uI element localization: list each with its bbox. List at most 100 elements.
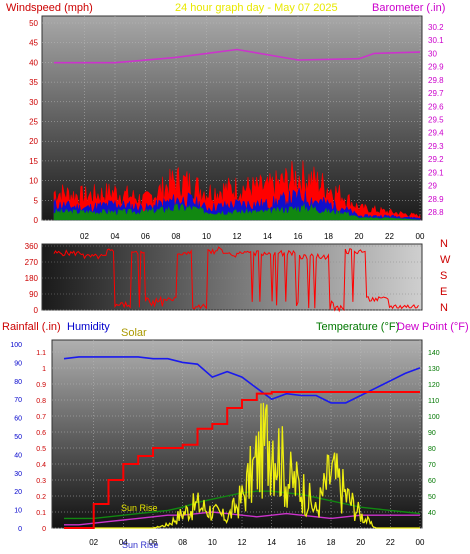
direction-y-tick: 90 <box>29 290 38 299</box>
solar-title: Solar <box>121 327 147 339</box>
wind-y-tick: 35 <box>29 78 38 87</box>
wind-y-tick: 45 <box>29 39 38 48</box>
rain-x-axis-ticks: 02 04 06 08 10 12 14 16 18 20 22 00 <box>89 538 425 547</box>
humidity-y-tick: 70 <box>14 397 22 404</box>
date-title: 24 hour graph day - May 07 2025 <box>175 2 338 14</box>
wind-y-tick: 10 <box>29 177 38 186</box>
rain-y-tick: 0.9 <box>36 382 46 389</box>
direction-y-tick: 270 <box>25 258 39 267</box>
direction-line <box>53 246 419 313</box>
wind-low-area <box>53 202 421 221</box>
baro-y-tick: 29.8 <box>428 76 444 85</box>
rain-y-tick: 0.7 <box>36 414 46 421</box>
wind-x-tick: 14 <box>263 232 272 241</box>
rain-x-tick: 16 <box>297 538 306 547</box>
rain-title: Rainfall (.in) <box>2 321 61 333</box>
baro-y-tick: 29.2 <box>428 155 444 164</box>
humidity-y-tick: 0 <box>18 526 22 533</box>
direction-y-tick: 360 <box>25 242 39 251</box>
rain-x-tick: 18 <box>327 538 336 547</box>
rain-x-tick: 02 <box>89 538 98 547</box>
temp-y-tick: 90 <box>428 430 436 437</box>
humidity-y-tick: 60 <box>14 416 22 423</box>
baro-y-tick: 29 <box>428 182 437 191</box>
compass-label: E <box>440 286 447 298</box>
wind-y-tick: 15 <box>29 157 38 166</box>
barometer-line <box>54 48 421 64</box>
temp-y-tick: 100 <box>428 414 440 421</box>
rain-y-tick: 0.3 <box>36 478 46 485</box>
sunrise-annotation: Sun Rise <box>121 503 158 513</box>
wind-series <box>53 48 421 221</box>
wind-y-tick: 20 <box>29 137 38 146</box>
wind-x-tick: 12 <box>233 232 242 241</box>
humidity-line <box>63 356 421 404</box>
temp-y-tick: 40 <box>428 510 436 517</box>
wind-x-tick: 22 <box>385 232 394 241</box>
wind-x-tick: 02 <box>80 232 89 241</box>
wind-x-tick: 18 <box>324 232 333 241</box>
direction-y-axis-ticks: 0 90 180 270 360 <box>25 242 39 315</box>
temp-y-tick: 110 <box>428 398 439 405</box>
humidity-y-tick: 20 <box>14 489 22 496</box>
rain-x-tick: 10 <box>208 538 217 547</box>
humidity-y-tick: 80 <box>14 379 22 386</box>
wind-x-tick: 10 <box>202 232 211 241</box>
temperature-title: Temperature (°F) <box>316 321 399 333</box>
rain-series <box>63 356 421 529</box>
rain-y-axis-ticks: 0 0.1 0.2 0.3 0.4 0.5 0.6 0.7 0.8 0.9 1 1.1 <box>36 350 46 533</box>
compass-label: S <box>440 270 447 282</box>
baro-y-tick: 28.8 <box>428 208 444 217</box>
temp-y-tick: 60 <box>428 478 436 485</box>
humidity-y-axis-ticks: 0 10 20 30 40 50 60 70 80 90 100 <box>10 342 22 533</box>
baro-y-tick: 29.1 <box>428 168 444 177</box>
wind-x-tick: 20 <box>355 232 364 241</box>
rain-y-tick: 1 <box>42 366 46 373</box>
humidity-title: Humidity <box>67 321 110 333</box>
temp-y-tick: 80 <box>428 446 436 453</box>
wind-x-tick: 04 <box>111 232 120 241</box>
rain-y-tick: 0 <box>42 526 46 533</box>
wind-y-tick: 40 <box>29 58 38 67</box>
rainfall-line <box>64 391 420 529</box>
wind-y-tick: 5 <box>34 196 39 205</box>
humidity-y-tick: 100 <box>10 342 22 349</box>
baro-y-tick: 29.4 <box>428 129 444 138</box>
baro-y-tick: 29.5 <box>428 116 444 125</box>
rain-grid <box>52 340 422 529</box>
wind-title: Windspeed (mph) <box>6 2 93 14</box>
temp-y-tick: 130 <box>428 366 440 373</box>
rain-y-tick: 1.1 <box>36 350 46 357</box>
rain-x-tick: 04 <box>119 538 128 547</box>
humidity-y-tick: 10 <box>14 508 22 515</box>
compass-label: W <box>440 254 451 266</box>
baro-y-tick: 30.1 <box>428 36 444 45</box>
baro-y-tick: 29.3 <box>428 142 444 151</box>
rain-x-tick: 22 <box>386 538 395 547</box>
wind-x-axis-ticks: 02 04 06 08 10 12 14 16 18 20 22 00 <box>80 232 425 241</box>
temp-y-axis-ticks: 40 50 60 70 80 90 100 110 120 130 140 <box>428 350 440 517</box>
temp-y-tick: 50 <box>428 494 436 501</box>
humidity-y-tick: 90 <box>14 360 22 367</box>
rain-x-tick: 08 <box>178 538 187 547</box>
wind-x-tick: 00 <box>416 232 425 241</box>
compass-label: N <box>440 302 448 314</box>
rain-y-tick: 0.8 <box>36 398 46 405</box>
baro-y-tick: 29.6 <box>428 102 444 111</box>
baro-y-tick: 30.2 <box>428 23 444 32</box>
baro-y-tick: 29.9 <box>428 63 444 72</box>
rain-x-tick: 14 <box>267 538 276 547</box>
baro-y-tick: 28.9 <box>428 195 444 204</box>
baro-y-axis-ticks: 28.8 28.9 29 29.1 29.2 29.3 29.4 29.5 29.6 29.7 29… <box>428 23 444 217</box>
wind-y-tick: 30 <box>29 98 38 107</box>
solar-line <box>64 402 420 529</box>
rain-y-tick: 0.5 <box>36 446 46 453</box>
baro-y-tick: 30 <box>428 49 437 58</box>
wind-y-tick: 0 <box>34 216 39 225</box>
wind-y-tick: 50 <box>29 19 38 28</box>
direction-series <box>53 246 419 313</box>
temp-y-tick: 70 <box>428 462 436 469</box>
rain-y-tick: 0.4 <box>36 462 46 469</box>
wind-y-tick: 25 <box>29 118 38 127</box>
